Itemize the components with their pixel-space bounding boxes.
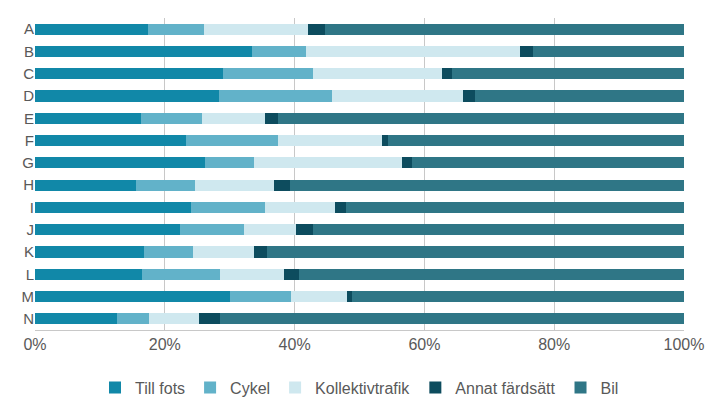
svg-text:F: F bbox=[25, 132, 34, 149]
svg-text:H: H bbox=[23, 176, 34, 193]
svg-text:Annat färdsätt: Annat färdsätt bbox=[455, 380, 555, 397]
svg-text:D: D bbox=[23, 87, 34, 104]
svg-text:M: M bbox=[22, 288, 35, 305]
svg-text:N: N bbox=[23, 310, 34, 327]
svg-text:60%: 60% bbox=[408, 336, 440, 353]
svg-text:J: J bbox=[27, 221, 35, 238]
svg-text:L: L bbox=[26, 266, 34, 283]
svg-text:20%: 20% bbox=[149, 336, 181, 353]
svg-text:40%: 40% bbox=[279, 336, 311, 353]
svg-text:100%: 100% bbox=[664, 336, 705, 353]
svg-text:Till fots: Till fots bbox=[135, 380, 185, 397]
svg-text:G: G bbox=[22, 154, 34, 171]
svg-text:A: A bbox=[24, 20, 34, 37]
svg-text:Bil: Bil bbox=[601, 380, 619, 397]
svg-text:Kollektivtrafik: Kollektivtrafik bbox=[315, 380, 410, 397]
svg-text:C: C bbox=[23, 65, 34, 82]
svg-text:0%: 0% bbox=[23, 336, 46, 353]
svg-text:B: B bbox=[24, 43, 34, 60]
svg-text:I: I bbox=[30, 199, 34, 216]
svg-text:Cykel: Cykel bbox=[230, 380, 270, 397]
svg-text:E: E bbox=[24, 110, 34, 127]
svg-text:80%: 80% bbox=[538, 336, 570, 353]
svg-text:K: K bbox=[24, 243, 34, 260]
